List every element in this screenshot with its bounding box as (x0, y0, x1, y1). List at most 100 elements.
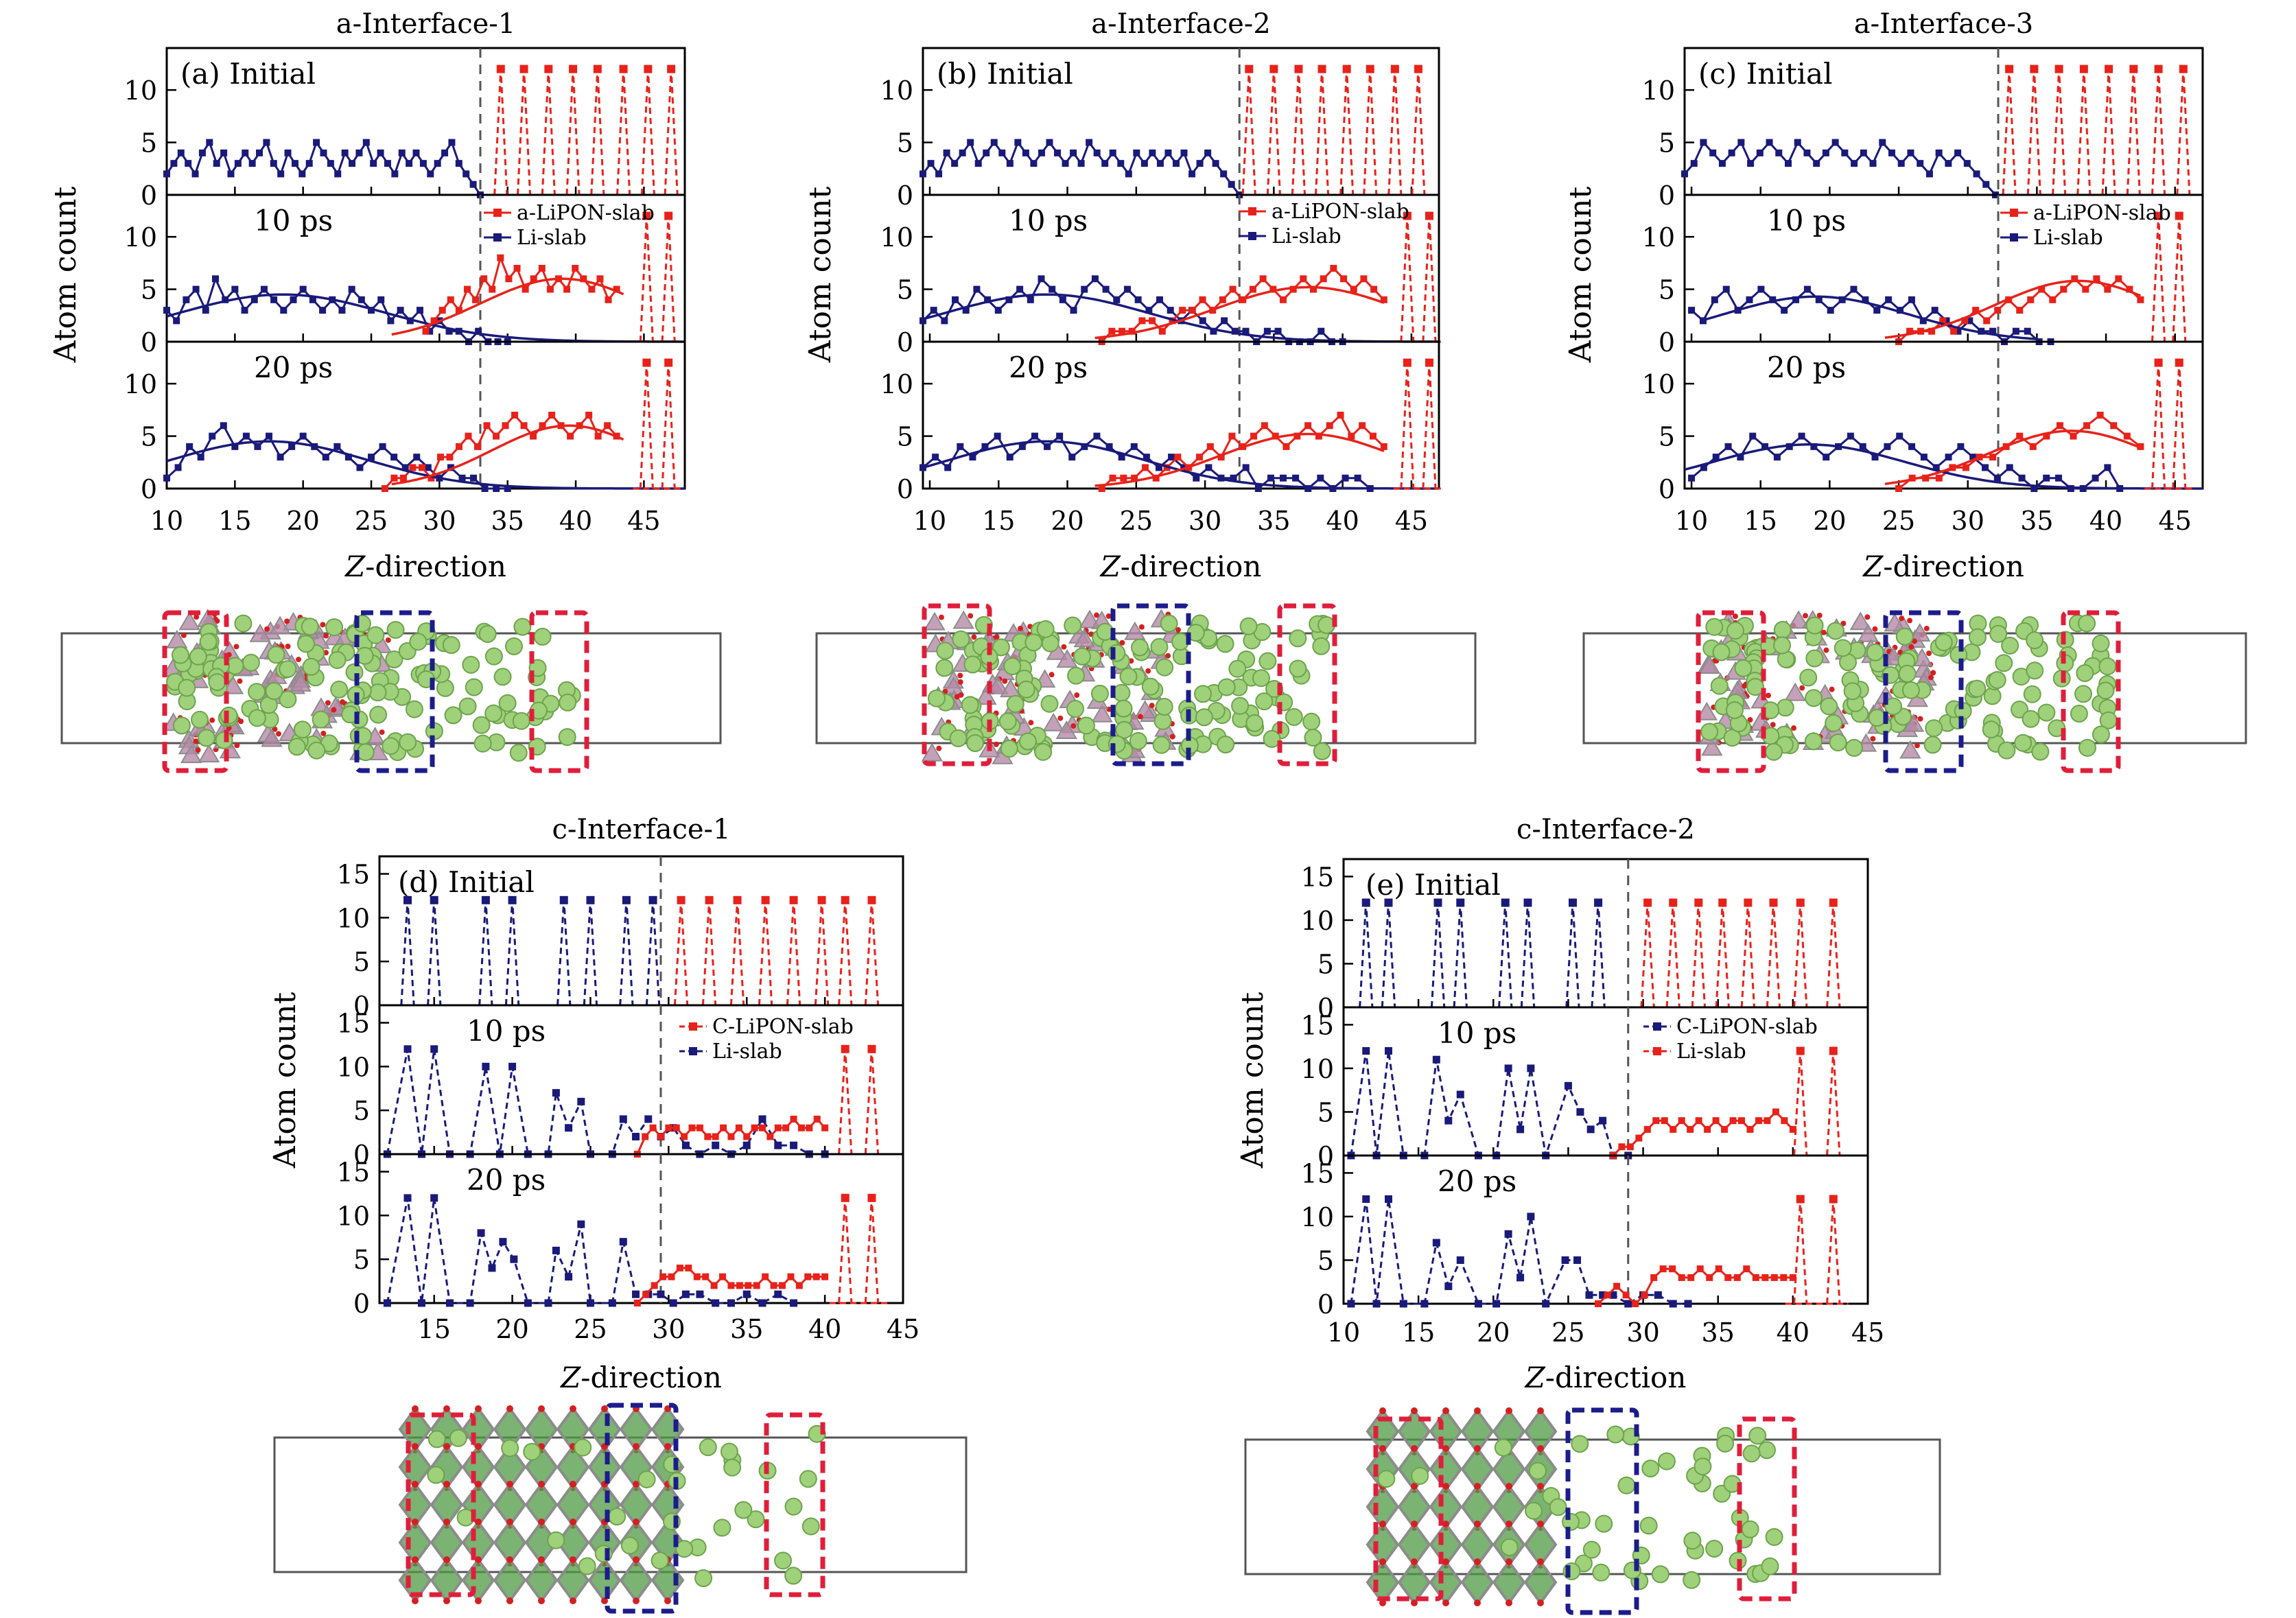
x-tick-label: 20 (495, 1314, 528, 1344)
x-tick-label: 35 (730, 1314, 763, 1344)
oxygen-atom (570, 1556, 576, 1563)
oxygen-atom (180, 632, 187, 638)
data-point (1963, 160, 1971, 167)
data-point (751, 1124, 758, 1132)
oxygen-atom (1474, 1445, 1481, 1452)
oxygen-atom (1149, 703, 1155, 709)
data-point (163, 474, 170, 482)
data-point (1829, 1046, 1838, 1055)
data-point (2006, 464, 2013, 471)
oxygen-atom (1506, 1521, 1512, 1527)
data-point (1632, 1300, 1639, 1307)
lithium-atom (267, 646, 285, 664)
lithium-atom (952, 630, 970, 648)
spike-line (1422, 215, 1437, 342)
data-point (2056, 422, 2063, 430)
series-line (922, 277, 1343, 344)
data-point (1300, 275, 1307, 283)
oxygen-atom (325, 700, 331, 706)
oxygen-atom (1823, 647, 1829, 653)
data-point (712, 1299, 720, 1307)
x-tick-label: 15 (1744, 506, 1777, 536)
data-point (1317, 474, 1324, 482)
data-point (1972, 307, 1980, 314)
panel-label: 20 ps (1438, 1164, 1516, 1198)
oxygen-atom (633, 1597, 640, 1604)
y-tick-label: 10 (337, 1052, 370, 1082)
series-a-lipon-slab (422, 254, 620, 335)
data-point (174, 464, 182, 471)
y-tick-label: 10 (1642, 222, 1675, 253)
y-tick-label: 5 (897, 275, 913, 305)
lithium-atom (312, 710, 330, 729)
spike-line (1793, 902, 1808, 1008)
data-point (502, 422, 509, 430)
series-a-lipon-slab (633, 358, 683, 490)
structure-snapshot (1244, 1407, 1941, 1615)
data-point (779, 1282, 786, 1289)
lithium-atom (1845, 738, 1864, 757)
data-point (1210, 327, 1217, 335)
data-point (664, 358, 673, 367)
framework-polyhedron (921, 742, 944, 762)
data-point (1038, 275, 1045, 283)
data-point (1851, 160, 1858, 167)
data-point (919, 317, 926, 325)
data-point (762, 1273, 769, 1280)
lithium-atom (1741, 1520, 1759, 1538)
lithium-atom (1064, 616, 1082, 635)
data-point (998, 149, 1006, 156)
lithium-atom (2011, 701, 2029, 719)
oxygen-atom (1899, 615, 1905, 622)
oxygen-atom (1411, 1483, 1418, 1490)
lithium-atom (949, 729, 968, 747)
y-tick-label: 10 (124, 222, 157, 253)
data-point (1044, 443, 1051, 450)
y-tick-label: 0 (353, 1289, 370, 1319)
data-point (1086, 139, 1093, 146)
series-line (386, 1048, 825, 1156)
spike-line (1430, 902, 1446, 1008)
spike-line (1411, 69, 1426, 196)
panel-label: 10 ps (254, 204, 333, 237)
oxygen-atom (234, 742, 240, 749)
oxygen-atom (957, 672, 963, 679)
data-point (497, 254, 504, 261)
data-point (994, 432, 1001, 440)
data-point (1772, 1108, 1779, 1116)
panel-initial: 0 5 10 15 (d) Initial (337, 855, 904, 1021)
data-point (1156, 160, 1164, 167)
data-point (430, 1194, 438, 1202)
panel-frame (922, 340, 1440, 490)
data-point (290, 296, 297, 303)
lithium-atom (458, 697, 477, 716)
data-point (520, 422, 528, 430)
data-point (1789, 1274, 1796, 1281)
data-point (1770, 1274, 1778, 1281)
data-point (1761, 1274, 1769, 1281)
oxygen-atom (412, 1405, 419, 1412)
y-tick-label: 5 (1659, 422, 1675, 452)
spike-line (1400, 362, 1415, 489)
data-point (2030, 485, 2038, 492)
data-point (742, 1141, 751, 1149)
x-axis-label-italic: Z (1099, 550, 1121, 583)
oxygen-atom (1791, 725, 1797, 731)
data-point (1168, 454, 1175, 461)
data-point (1932, 464, 1940, 471)
data-point (1068, 454, 1076, 461)
lithium-atom (509, 744, 528, 762)
lithium-atom (1843, 682, 1862, 701)
data-point (648, 895, 657, 904)
oxygen-atom (538, 1405, 545, 1412)
y-tick-label: 15 (337, 1009, 370, 1039)
data-point (1018, 443, 1026, 450)
data-point (377, 296, 385, 303)
data-point (1737, 454, 1744, 461)
data-point (319, 307, 327, 314)
spike-line (2151, 362, 2166, 489)
data-point (1172, 160, 1180, 167)
data-point (797, 1124, 805, 1132)
data-point (1919, 317, 1927, 325)
